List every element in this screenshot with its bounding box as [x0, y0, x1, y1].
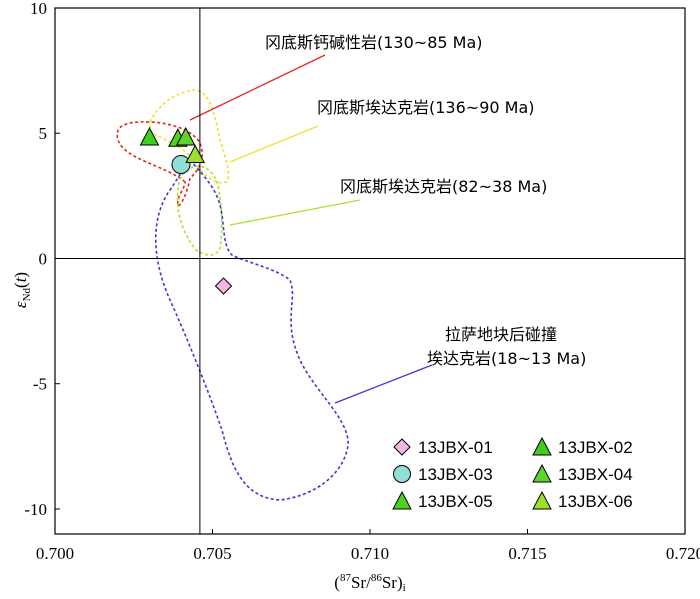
- x-tick-label: 0.700: [36, 544, 74, 563]
- x-tick-label: 0.705: [193, 544, 231, 563]
- legend-marker-13jbx-04: [532, 463, 552, 483]
- legend-label-13jbx-01: 13JBX-01: [418, 438, 493, 457]
- connector-line: [189, 54, 326, 121]
- point-13jbx-06: [185, 144, 206, 164]
- legend-marker-13jbx-02: [532, 436, 552, 456]
- plot-frame: [54, 7, 686, 535]
- point-13jbx-04: [175, 126, 196, 146]
- legend-marker-13jbx-01: [393, 438, 411, 456]
- x-tick-label: 0.720: [666, 544, 700, 563]
- annotation-gangdese-adakite-82-38: 冈底斯埃达克岩(82~38 Ma): [340, 177, 547, 196]
- legend-label-13jbx-04: 13JBX-04: [558, 465, 633, 484]
- legend-label-13jbx-05: 13JBX-05: [418, 492, 493, 511]
- region-gangdese-adakite-136-90: [149, 89, 230, 184]
- region-lhasa-postcollisional-adakite: [155, 158, 349, 501]
- y-tick-label: -5: [33, 375, 47, 394]
- y-axis-label: εNd(t): [11, 272, 33, 308]
- region-gangdese-adakite-82-38: [176, 165, 223, 256]
- annotation-lhasa-line1: 拉萨地块后碰撞: [445, 325, 557, 344]
- legend-marker-13jbx-06: [532, 490, 552, 510]
- annotation-gangdese-calc-alkaline: 冈底斯钙碱性岩(130~85 Ma): [265, 33, 483, 52]
- point-13jbx-03: [171, 155, 191, 175]
- point-13jbx-01: [214, 277, 233, 295]
- x-axis-title: (87Sr/86Sr)i: [334, 572, 405, 594]
- y-axis: 10 5 0 -5 -10: [24, 0, 60, 519]
- annotations: 冈底斯钙碱性岩(130~85 Ma) 冈底斯埃达克岩(136~90 Ma) 冈底…: [265, 33, 586, 368]
- annotation-lhasa-line2: 埃达克岩(18~13 Ma): [427, 349, 586, 368]
- legend-marker-13jbx-03: [393, 465, 411, 483]
- legend-marker-13jbx-05: [392, 490, 412, 510]
- x-tick-label: 0.715: [508, 544, 546, 563]
- connector-line: [334, 364, 433, 404]
- region-gangdese-calc-alkaline: [116, 121, 203, 207]
- data-points: [139, 126, 233, 295]
- y-tick-label: -10: [24, 500, 47, 519]
- x-axis: 0.700 0.705 0.710 0.715 0.720: [36, 529, 700, 563]
- legend-label-13jbx-06: 13JBX-06: [558, 492, 633, 511]
- x-axis-label: (87Sr/86Sr)i: [334, 572, 405, 594]
- y-tick-label: 0: [39, 249, 48, 268]
- connector-line: [229, 199, 361, 226]
- legend-label-13jbx-02: 13JBX-02: [558, 438, 633, 457]
- y-tick-label: 10: [30, 0, 47, 18]
- annotation-gangdese-adakite-136-90: 冈底斯埃达克岩(136~90 Ma): [317, 98, 535, 117]
- region-outlines: [116, 89, 349, 501]
- reference-lines: [55, 8, 685, 534]
- legend: 13JBX-01 13JBX-02 13JBX-03 13JBX-04 13JB…: [392, 436, 633, 511]
- point-13jbx-02: [139, 126, 160, 146]
- connector-lines: [189, 54, 433, 404]
- legend-label-13jbx-03: 13JBX-03: [418, 465, 493, 484]
- y-axis-title: εNd(t): [11, 272, 33, 308]
- y-tick-label: 5: [39, 124, 48, 143]
- x-tick-label: 0.710: [351, 544, 389, 563]
- connector-line: [229, 125, 319, 163]
